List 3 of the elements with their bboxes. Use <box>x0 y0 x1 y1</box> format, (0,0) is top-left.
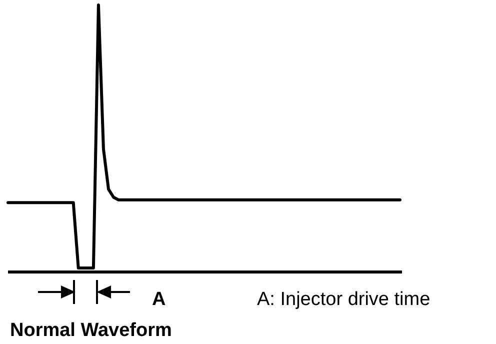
text: Normal Waveform <box>10 320 172 341</box>
text: A <box>152 289 166 310</box>
text: A: Injector drive time <box>257 289 430 310</box>
